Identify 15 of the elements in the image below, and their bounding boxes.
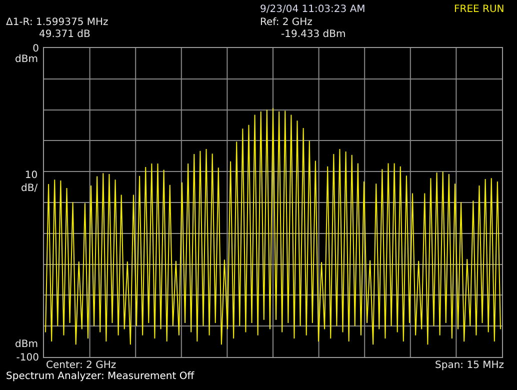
text: Ref: 2 GHz [260, 17, 312, 28]
text: dBm [15, 339, 38, 350]
y-tick-label: 0 [32, 44, 39, 54]
text: Center: 2 GHz [46, 360, 116, 371]
text: Span: 15 MHz [435, 360, 504, 371]
text: -19.433 dBm [281, 29, 346, 40]
text: 49.371 dB [39, 29, 91, 40]
line-series [45, 107, 501, 346]
text: Δ1-R: 1.599375 MHz [6, 17, 108, 28]
y-axis-title: 10 dB/ [21, 170, 38, 194]
text: FREE RUN [454, 4, 504, 15]
y-tick-label: -100 [16, 352, 39, 364]
text: 9/23/04 11:03:23 AM [260, 4, 366, 15]
text: dBm [15, 54, 38, 65]
text: Spectrum Analyzer: Measurement Off [6, 371, 196, 382]
